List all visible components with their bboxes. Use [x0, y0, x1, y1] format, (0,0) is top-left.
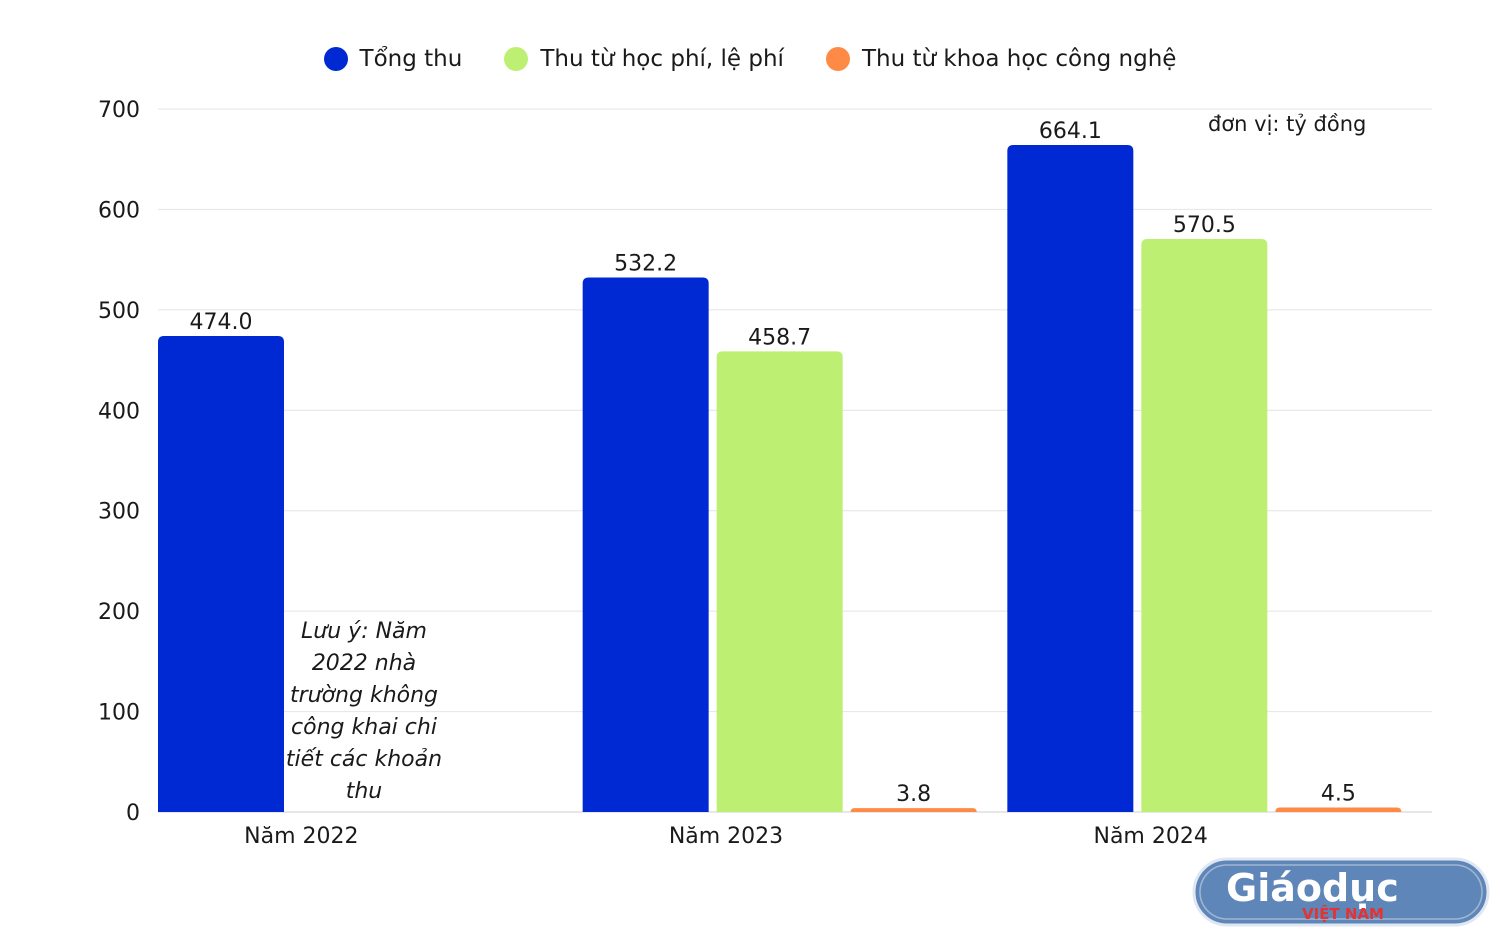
bar — [716, 351, 843, 812]
legend-item-hoc-phi[interactable]: Thu từ học phí, lệ phí — [504, 46, 784, 72]
x-tick-label: Năm 2022 — [244, 824, 358, 849]
data-label: 570.5 — [1173, 213, 1236, 238]
bar — [1141, 239, 1268, 812]
legend-label-tong-thu: Tổng thu — [359, 46, 463, 72]
data-label: 458.7 — [748, 325, 811, 350]
y-tick-label: 100 — [98, 701, 140, 726]
legend-item-khcn[interactable]: Thu từ khoa học công nghệ — [825, 46, 1177, 72]
x-tick-label: Năm 2023 — [669, 824, 783, 849]
legend-swatch-hoc-phi — [504, 47, 529, 71]
y-tick-label: 600 — [98, 198, 140, 223]
bar — [582, 277, 709, 812]
watermark-logo: Giáodục VIỆT NAM — [1192, 857, 1490, 927]
y-tick-label: 200 — [98, 600, 140, 625]
y-tick-label: 400 — [98, 399, 140, 424]
legend-label-khcn: Thu từ khoa học công nghệ — [861, 46, 1177, 72]
watermark-subtext: VIỆT NAM — [1302, 903, 1384, 923]
unit-label: đơn vị: tỷ đồng — [1208, 112, 1367, 136]
data-label: 3.8 — [896, 782, 931, 807]
legend: Tổng thu Thu từ học phí, lệ phí Thu từ k… — [0, 46, 1500, 72]
note-annotation: Lưu ý: Năm 2022 nhà trường không công kh… — [285, 619, 443, 804]
data-label: 4.5 — [1321, 781, 1356, 806]
x-tick-label: Năm 2024 — [1093, 824, 1207, 849]
bar — [1275, 807, 1402, 812]
legend-item-tong-thu[interactable]: Tổng thu — [323, 46, 463, 72]
watermark-text: Giáodục — [1226, 866, 1399, 910]
y-tick-label: 0 — [126, 801, 140, 826]
bar — [158, 335, 284, 812]
data-label: 532.2 — [614, 252, 677, 277]
y-tick-label: 500 — [98, 299, 140, 324]
y-tick-label: 700 — [98, 98, 140, 123]
data-label: 664.1 — [1039, 119, 1102, 144]
legend-swatch-khcn — [825, 47, 850, 71]
y-tick-label: 300 — [98, 500, 140, 525]
data-label: 474.0 — [190, 310, 253, 335]
bar — [1007, 145, 1134, 813]
bar — [850, 808, 977, 812]
legend-swatch-tong-thu — [323, 47, 348, 71]
legend-label-hoc-phi: Thu từ học phí, lệ phí — [540, 46, 784, 72]
